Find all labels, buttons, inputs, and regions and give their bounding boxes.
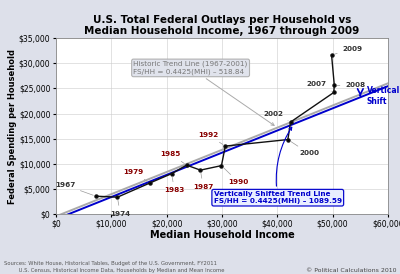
Text: 1985: 1985 — [161, 151, 184, 164]
Text: 1992: 1992 — [198, 132, 223, 145]
Y-axis label: Federal Spending per Household: Federal Spending per Household — [8, 48, 18, 204]
Text: Sources: White House, Historical Tables, Budget of the U.S. Government, FY2011
 : Sources: White House, Historical Tables,… — [4, 261, 224, 273]
X-axis label: Median Household Income: Median Household Income — [150, 230, 294, 240]
Title: U.S. Total Federal Outlays per Household vs
Median Household Income, 1967 throug: U.S. Total Federal Outlays per Household… — [84, 15, 360, 36]
Text: 2000: 2000 — [290, 141, 319, 156]
Text: 1979: 1979 — [124, 169, 147, 182]
Text: Historic Trend Line (1967-2001)
FS/HH = 0.4425(MHI) – 518.84: Historic Trend Line (1967-2001) FS/HH = … — [134, 61, 274, 125]
Text: 1974: 1974 — [110, 200, 130, 217]
Text: 2009: 2009 — [334, 46, 363, 54]
Text: 1983: 1983 — [164, 176, 184, 193]
Text: 2008: 2008 — [337, 82, 366, 89]
Text: 1967: 1967 — [55, 182, 93, 195]
Text: Vertically Shifted Trend Line
FS/HH = 0.4425(MHI) – 1089.59: Vertically Shifted Trend Line FS/HH = 0.… — [214, 127, 342, 204]
Text: © Political Calculations 2010: © Political Calculations 2010 — [306, 268, 396, 273]
Text: 1987: 1987 — [193, 173, 213, 190]
Text: Vertical
Shift: Vertical Shift — [367, 86, 400, 105]
Text: 2002: 2002 — [264, 111, 288, 121]
Text: 1990: 1990 — [224, 168, 249, 185]
Text: 2007: 2007 — [307, 81, 331, 91]
